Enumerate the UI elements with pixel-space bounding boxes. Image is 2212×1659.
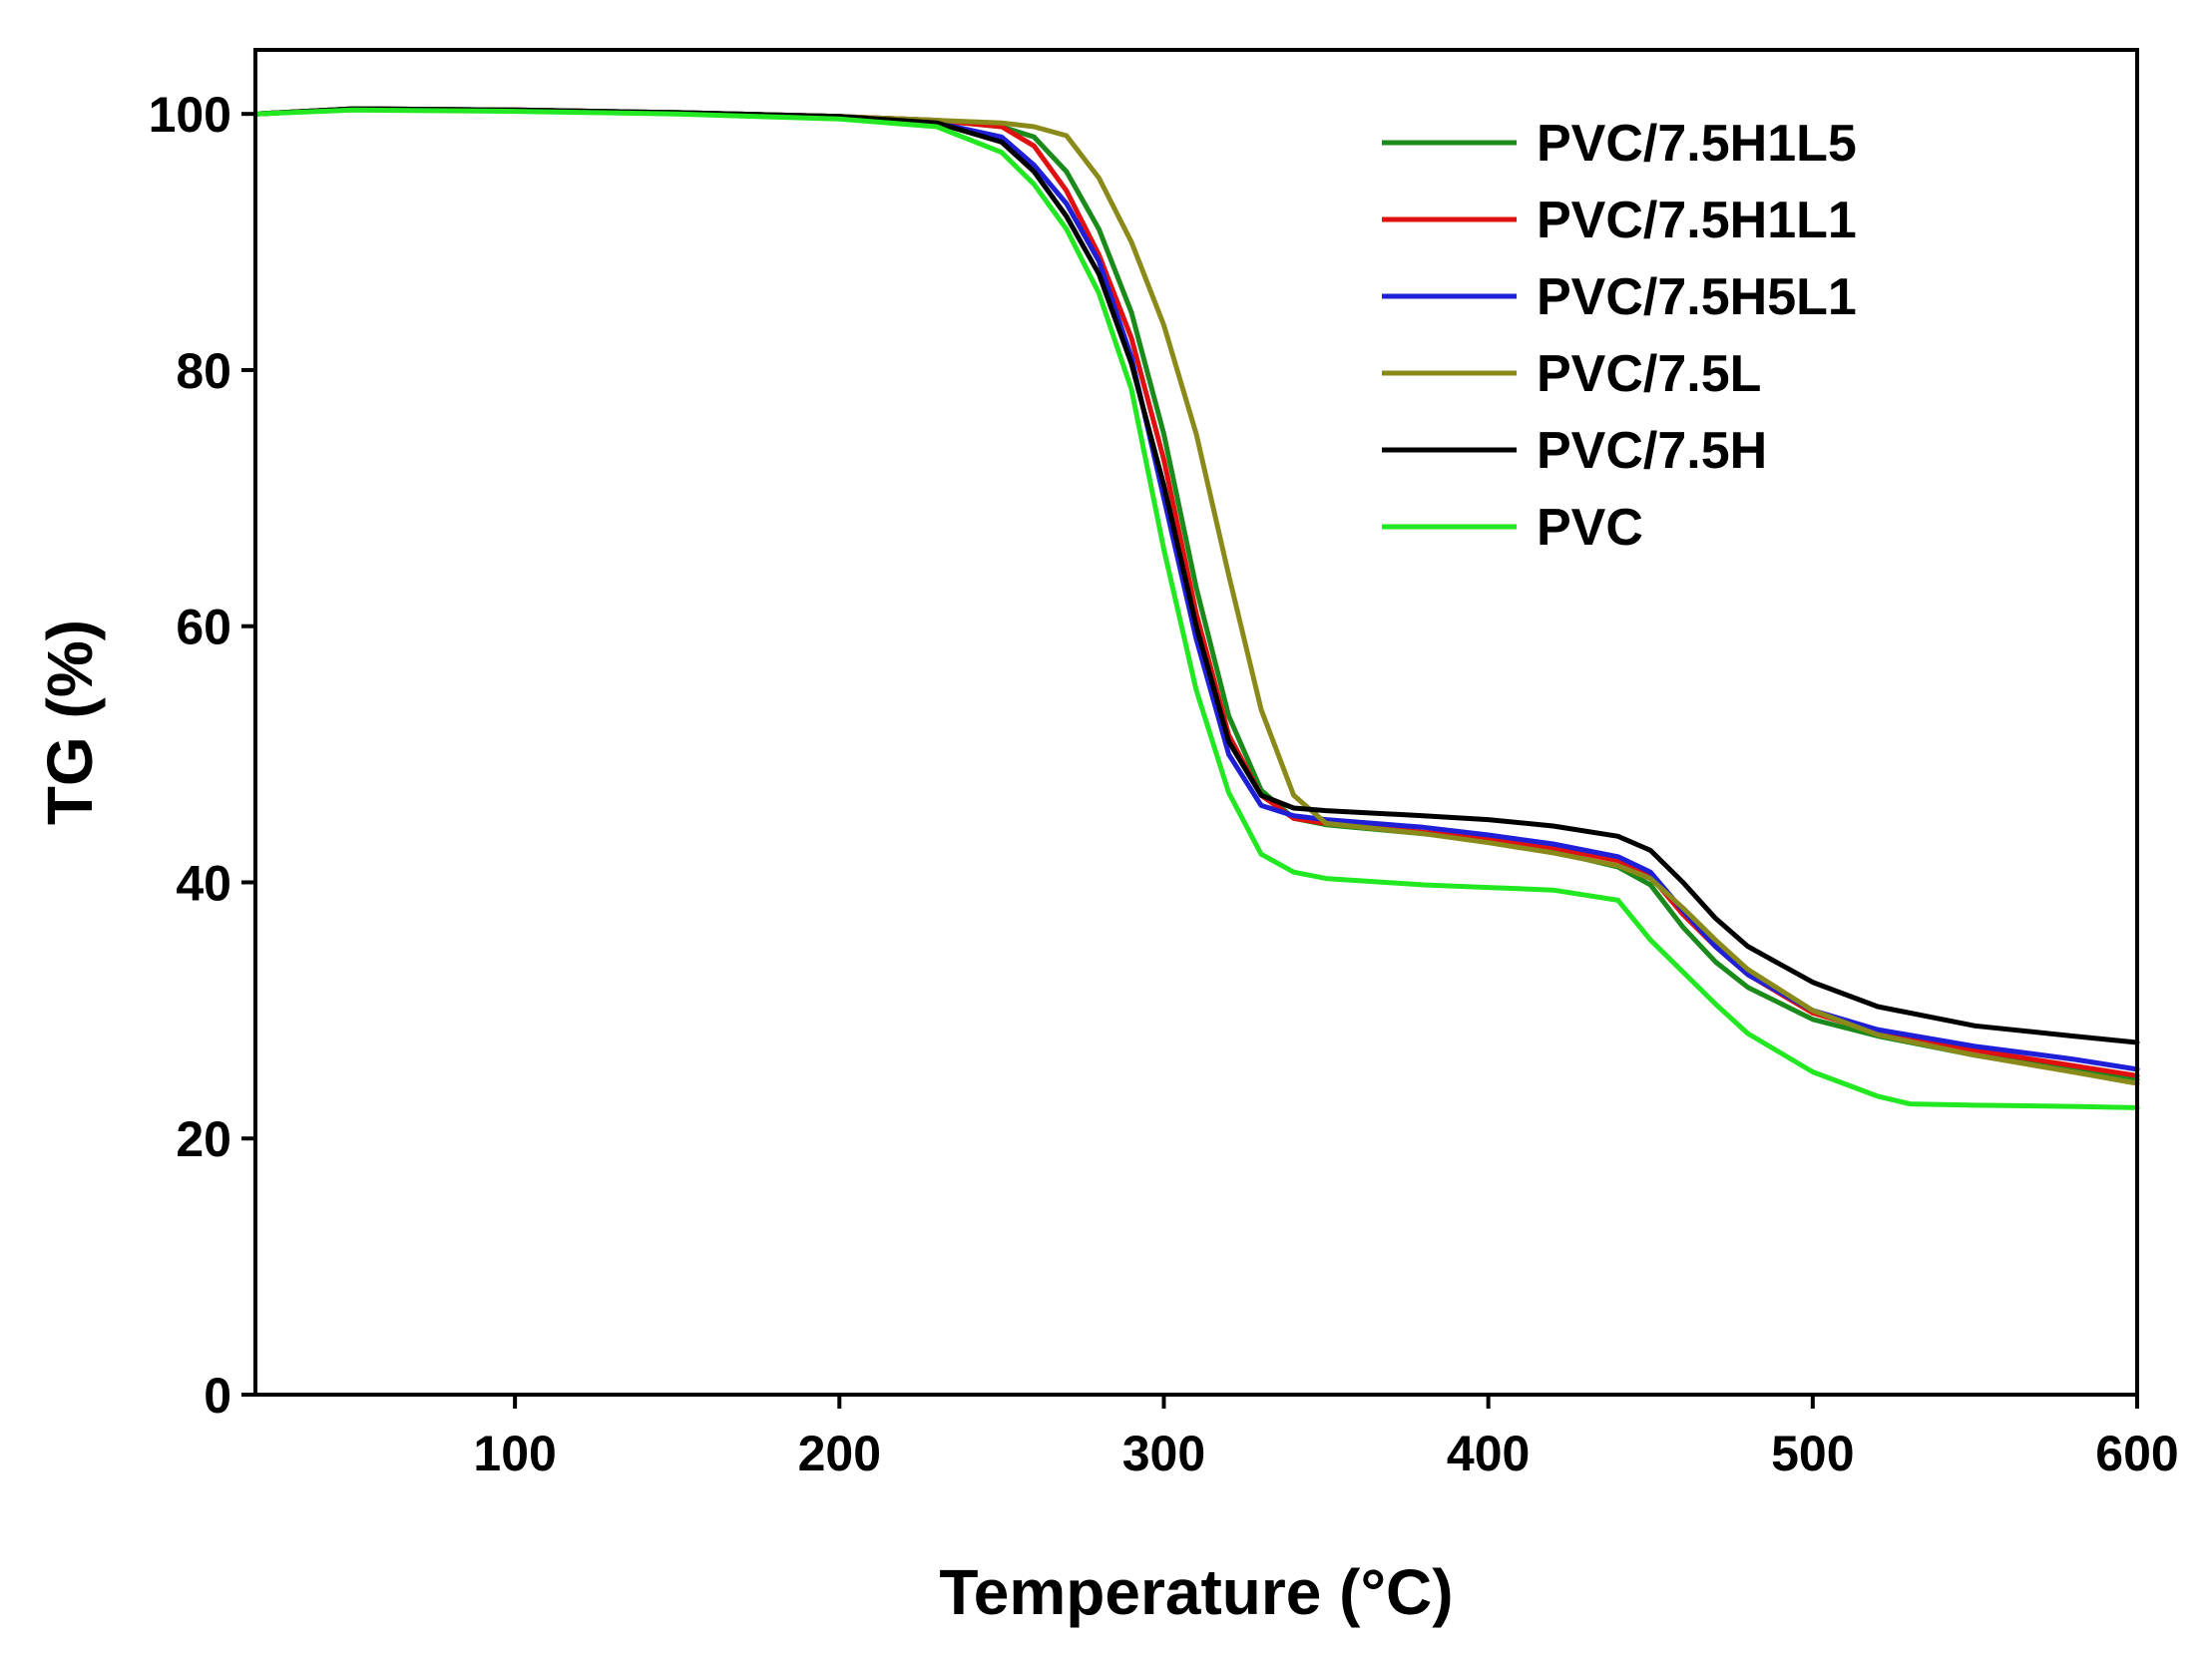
legend-label-pvc-7-5l: PVC/7.5L [1537, 345, 1761, 403]
plot-frame [253, 48, 2139, 1397]
y-tick-label: 80 [176, 343, 231, 399]
x-tick-label: 200 [798, 1426, 881, 1481]
ticks-layer: 100 200 300 400 500 600 0 20 40 60 80 100 [149, 87, 2179, 1481]
x-tick-label: 600 [2095, 1426, 2178, 1481]
y-tick-label: 0 [204, 1368, 231, 1424]
legend-label-pvc-7-5h1l1: PVC/7.5H1L1 [1537, 192, 1857, 249]
axes-layer [253, 48, 2139, 1397]
series-line-pvc-7-5h [252, 106, 2140, 1045]
series-layer [252, 106, 2140, 1110]
series-line-pvc [252, 107, 2140, 1110]
y-axis-title: TG (%) [34, 620, 106, 825]
y-tick-label: 20 [176, 1111, 231, 1167]
y-tick-label: 60 [176, 600, 231, 655]
x-tick-label: 400 [1447, 1426, 1530, 1481]
x-axis-title: Temperature (°C) [939, 1556, 1453, 1628]
legend-label-pvc-7-5h5l1: PVC/7.5H5L1 [1537, 268, 1857, 326]
legend-label-pvc: PVC [1537, 499, 1643, 557]
x-tick-label: 100 [473, 1426, 556, 1481]
legend-label-pvc-7-5h1l5: PVC/7.5H1L5 [1537, 115, 1857, 173]
x-tick-label: 300 [1122, 1426, 1205, 1481]
x-tick-label: 500 [1771, 1426, 1854, 1481]
legend: PVC/7.5H1L5 PVC/7.5H1L1 PVC/7.5H5L1 PVC/7.5… [1382, 115, 1857, 557]
y-tick-label: 40 [176, 855, 231, 911]
y-tick-label: 100 [149, 87, 231, 143]
legend-label-pvc-7-5h: PVC/7.5H [1537, 422, 1767, 480]
